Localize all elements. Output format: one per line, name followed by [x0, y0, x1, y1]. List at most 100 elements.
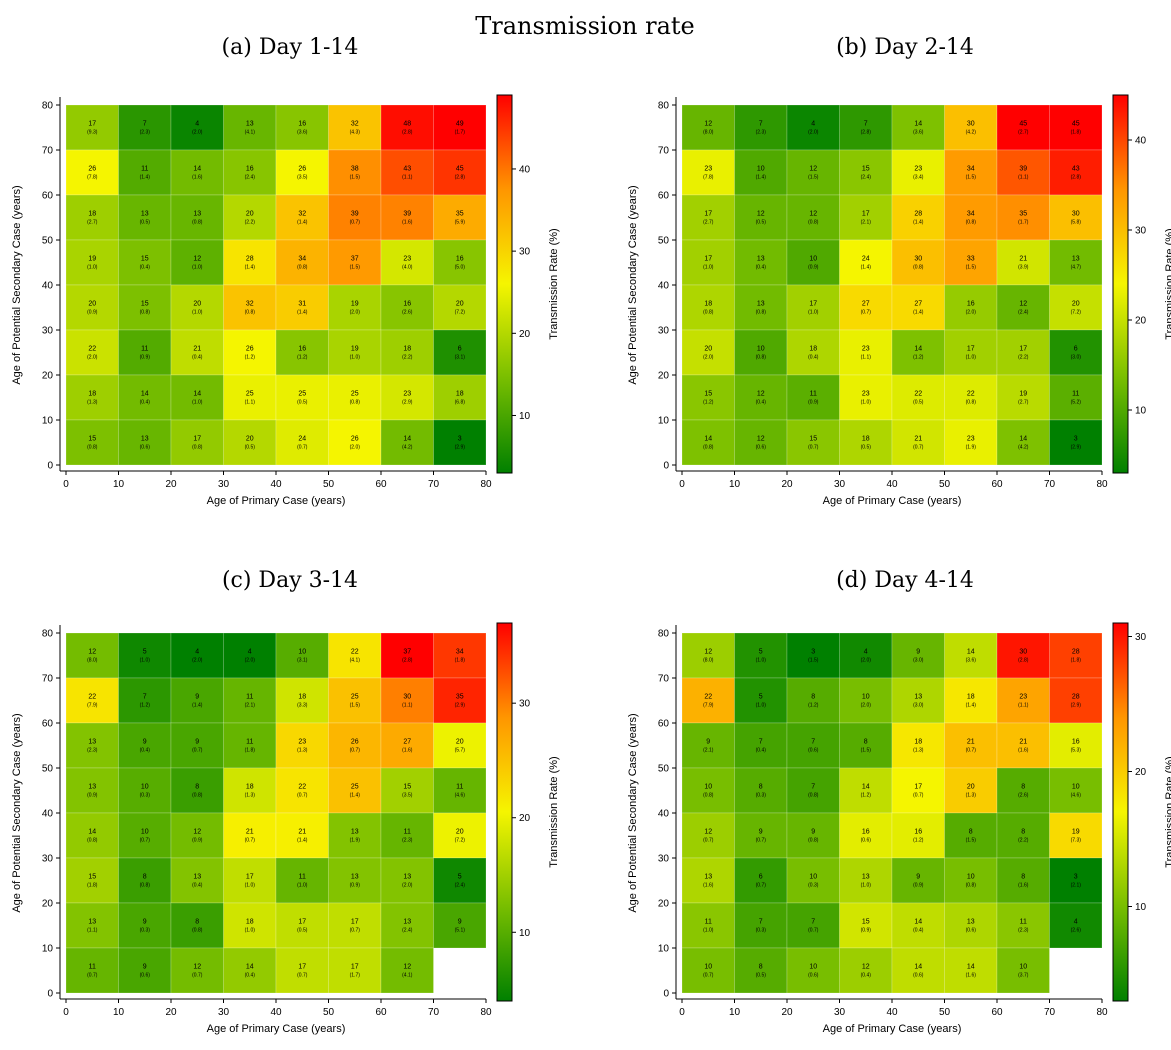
cell-value-label: 37 — [351, 256, 359, 263]
heatmap-cell — [839, 194, 893, 241]
heatmap-cell — [996, 677, 1050, 724]
cell-value-label: 16 — [246, 166, 254, 173]
cell-value-label: 8 — [1021, 784, 1025, 791]
cell-error-label: (3.6) — [913, 130, 924, 136]
cell-error-label: (0.9) — [808, 265, 819, 271]
cell-value-label: 18 — [809, 346, 817, 353]
cell-value-label: 34 — [967, 211, 975, 218]
y-tick-label: 20 — [658, 371, 670, 382]
cell-value-label: 35 — [1019, 211, 1027, 218]
x-tick-label: 80 — [480, 1007, 492, 1018]
heatmap-cell — [118, 857, 172, 904]
heatmap-cell — [118, 632, 172, 679]
cell-error-label: (7.2) — [455, 838, 466, 844]
colorbar-label: Transmission Rate (%) — [1164, 756, 1171, 867]
heatmap-cell — [275, 284, 329, 331]
cell-error-label: (3.1) — [297, 658, 308, 664]
cell-value-label: 7 — [143, 121, 147, 128]
cell-value-label: 19 — [351, 346, 359, 353]
heatmap-cell — [433, 104, 487, 151]
cell-error-label: (0.7) — [808, 445, 819, 451]
x-tick-label: 40 — [270, 1007, 282, 1018]
heatmap-cell — [996, 374, 1050, 421]
colorbar-tick-label: 30 — [1135, 226, 1147, 237]
x-tick-label: 50 — [323, 479, 335, 490]
heatmap-cell — [734, 194, 788, 241]
y-tick-label: 0 — [47, 989, 53, 1000]
cell-value-label: 13 — [862, 874, 870, 881]
cell-value-label: 17 — [298, 964, 306, 971]
cell-value-label: 8 — [1021, 874, 1025, 881]
y-tick-label: 20 — [42, 899, 54, 910]
heatmap-cell — [839, 722, 893, 769]
cell-error-label: (0.7) — [966, 748, 977, 754]
cell-error-label: (2.6) — [1071, 928, 1082, 934]
x-tick-label: 60 — [991, 479, 1003, 490]
heatmap-cell — [380, 857, 434, 904]
heatmap-cell — [786, 767, 840, 814]
heatmap-cell — [328, 902, 382, 949]
x-tick-label: 30 — [218, 479, 230, 490]
cell-value-label: 28 — [246, 256, 254, 263]
heatmap-cell — [1049, 812, 1103, 859]
heatmap-cell — [433, 812, 487, 859]
cell-error-label: (1.6) — [703, 883, 714, 889]
cell-value-label: 45 — [456, 166, 464, 173]
cell-error-label: (2.4) — [1018, 310, 1029, 316]
y-tick-label: 60 — [42, 191, 54, 202]
heatmap-cell — [944, 947, 998, 994]
cell-error-label: (3.6) — [297, 130, 308, 136]
cell-value-label: 8 — [759, 784, 763, 791]
cell-error-label: (0.7) — [245, 838, 256, 844]
cell-error-label: (1.4) — [756, 175, 767, 181]
y-tick-label: 60 — [42, 719, 54, 730]
heatmap-cell — [275, 677, 329, 724]
cell-value-label: 16 — [298, 346, 306, 353]
cell-value-label: 25 — [246, 391, 254, 398]
cell-error-label: (2.4) — [245, 175, 256, 181]
cell-error-label: (2.3) — [1018, 928, 1029, 934]
cell-error-label: (0.6) — [808, 973, 819, 979]
cell-value-label: 49 — [456, 121, 464, 128]
cell-error-label: (0.6) — [913, 973, 924, 979]
cell-error-label: (2.0) — [966, 310, 977, 316]
cell-value-label: 18 — [704, 301, 712, 308]
heatmap-cell — [65, 104, 119, 151]
heatmap-cell — [170, 677, 224, 724]
heatmap-cell — [891, 194, 945, 241]
cell-error-label: (0.3) — [756, 793, 767, 799]
colorbar-tick-label: 40 — [519, 164, 531, 175]
cell-value-label: 7 — [759, 739, 763, 746]
heatmap-cell — [839, 902, 893, 949]
cell-error-label: (2.3) — [87, 748, 98, 754]
cell-error-label: (0.3) — [140, 928, 151, 934]
x-tick-label: 30 — [834, 479, 846, 490]
x-tick-label: 40 — [886, 479, 898, 490]
cell-error-label: (0.6) — [808, 748, 819, 754]
cell-value-label: 23 — [403, 256, 411, 263]
cell-value-label: 13 — [914, 694, 922, 701]
cell-error-label: (1.0) — [192, 265, 203, 271]
x-tick-label: 10 — [113, 479, 125, 490]
heatmap-cell — [223, 104, 277, 151]
cell-value-label: 3 — [1074, 874, 1078, 881]
heatmap-cell — [65, 947, 119, 994]
cell-value-label: 6 — [759, 874, 763, 881]
cell-error-label: (1.2) — [808, 703, 819, 709]
cell-error-label: (7.3) — [1071, 838, 1082, 844]
cell-value-label: 6 — [1074, 346, 1078, 353]
cell-value-label: 23 — [403, 391, 411, 398]
cell-error-label: (0.8) — [297, 265, 308, 271]
x-tick-label: 50 — [939, 479, 951, 490]
heatmap-cell — [328, 419, 382, 466]
cell-error-label: (0.8) — [192, 928, 203, 934]
cell-value-label: 13 — [246, 121, 254, 128]
cell-value-label: 12 — [704, 649, 712, 656]
cell-error-label: (3.5) — [297, 175, 308, 181]
cell-error-label: (2.9) — [1071, 703, 1082, 709]
heatmap-cell — [681, 104, 735, 151]
cell-value-label: 12 — [757, 211, 765, 218]
cell-value-label: 21 — [914, 436, 922, 443]
heatmap-cell — [433, 767, 487, 814]
cell-error-label: (0.4) — [192, 355, 203, 361]
